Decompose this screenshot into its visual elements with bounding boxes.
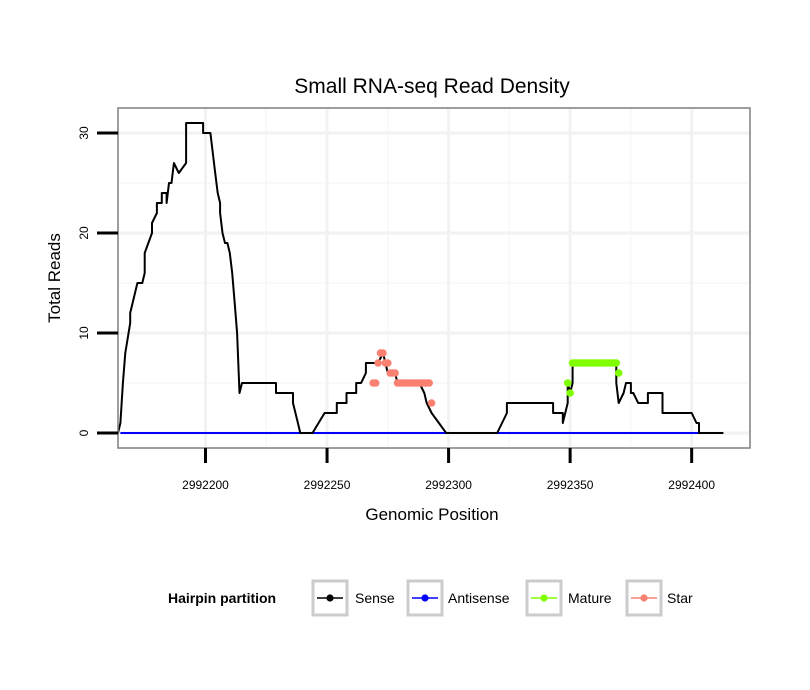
legend-title: Hairpin partition (168, 590, 276, 606)
y-tick-label: 30 (77, 126, 91, 140)
mature-point (568, 359, 577, 367)
mature-point (566, 389, 574, 397)
star-point (386, 369, 395, 377)
mature-point (614, 369, 623, 377)
series-sense (115, 122, 724, 434)
series-layer (115, 122, 724, 434)
plot-panel (118, 108, 750, 448)
legend-item-antisense: Antisense (406, 579, 510, 617)
star-point (374, 359, 382, 367)
plot-border (117, 107, 751, 449)
x-tick-label: 2992350 (547, 478, 594, 492)
legend-key-point (640, 594, 648, 602)
x-tick-label: 2992200 (182, 478, 229, 492)
x-axis: 2992400 2992350 2992300 2992250 2992200 (182, 448, 715, 492)
legend-key-point (326, 594, 334, 602)
series-star (369, 349, 436, 407)
x-tick-label: 2992300 (425, 478, 472, 492)
star-point (381, 359, 390, 367)
legend-label: Antisense (448, 590, 510, 606)
mature-point (563, 379, 572, 387)
x-tick-label: 2992400 (668, 478, 715, 492)
series-mature (563, 359, 623, 397)
chart-title: Small RNA-seq Read Density (294, 75, 570, 98)
legend-item-sense: Sense (311, 579, 395, 617)
x-tick-label: 2992250 (304, 478, 351, 492)
y-tick-label: 0 (77, 429, 91, 436)
x-axis-title: Genomic Position (365, 505, 498, 524)
grid-minor (118, 108, 750, 448)
y-tick-label: 10 (77, 326, 91, 340)
star-point (393, 379, 402, 387)
legend-key-point (421, 594, 429, 602)
sense-line (115, 122, 724, 434)
legend-label: Sense (355, 590, 395, 606)
grid-major (118, 108, 750, 448)
legend-item-mature: Mature (525, 579, 612, 617)
star-point (376, 349, 385, 357)
legend: Hairpin partition Sense Antisense Mature St… (168, 579, 693, 617)
star-point (369, 379, 378, 387)
y-tick-label: 20 (77, 226, 91, 240)
legend-key-point (540, 594, 548, 602)
star-point (427, 399, 436, 407)
y-axis: 0 10 20 30 (77, 126, 118, 436)
legend-label: Star (667, 590, 693, 606)
legend-item-star: Star (625, 579, 693, 617)
legend-label: Mature (568, 590, 612, 606)
y-axis-title: Total Reads (45, 233, 64, 323)
